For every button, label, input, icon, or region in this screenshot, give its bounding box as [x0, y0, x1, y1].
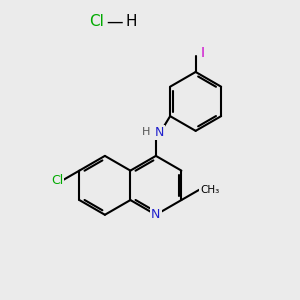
Text: —: —	[106, 13, 123, 31]
Text: CH₃: CH₃	[200, 185, 219, 195]
Text: N: N	[155, 126, 164, 139]
Text: H: H	[142, 127, 151, 137]
Text: Cl: Cl	[90, 14, 104, 29]
Text: H: H	[125, 14, 136, 29]
Text: I: I	[201, 46, 205, 60]
Text: N: N	[151, 208, 160, 221]
Text: Cl: Cl	[51, 174, 63, 188]
